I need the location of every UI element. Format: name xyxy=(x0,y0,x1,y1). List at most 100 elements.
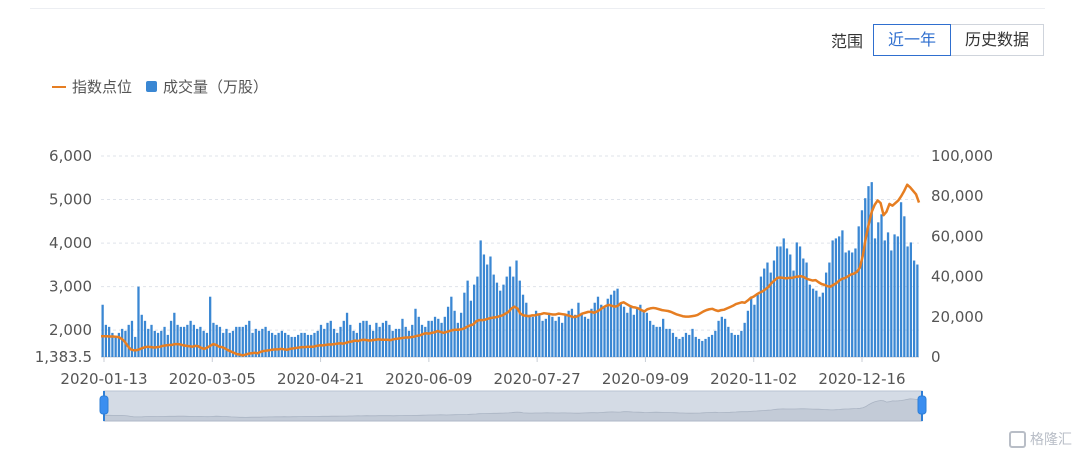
left-tick-label: 4,000 xyxy=(49,234,92,252)
volume-bar xyxy=(652,324,655,357)
legend-volume-swatch xyxy=(146,81,158,92)
volume-bar xyxy=(603,306,606,357)
volume-bar xyxy=(916,264,919,357)
volume-bar xyxy=(140,314,143,357)
volume-bar xyxy=(433,316,437,357)
volume-bar xyxy=(906,246,909,357)
right-axis: 0 20,000 40,000 60,000 80,000 100,000 xyxy=(931,147,993,366)
right-tick-label: 40,000 xyxy=(931,268,984,286)
volume-bar xyxy=(241,326,244,357)
volume-bar xyxy=(153,330,156,357)
volume-bar xyxy=(283,332,287,357)
zoom-slider[interactable] xyxy=(99,390,927,422)
volume-bar xyxy=(417,316,420,357)
volume-bar xyxy=(538,314,541,357)
volume-bar xyxy=(137,286,140,357)
volume-bar xyxy=(613,290,616,357)
volume-bar xyxy=(108,326,111,357)
volume-bar xyxy=(877,222,880,357)
volume-bar xyxy=(733,334,737,357)
volume-bar xyxy=(645,312,649,357)
volume-bar xyxy=(684,332,688,357)
volume-bar xyxy=(763,268,766,357)
volume-bar xyxy=(512,276,515,357)
volume-bar xyxy=(821,292,824,357)
volume-bar xyxy=(411,324,414,357)
volume-bar xyxy=(202,330,205,357)
volume-bar xyxy=(186,324,189,357)
volume-bar xyxy=(398,328,401,357)
volume-bar xyxy=(212,322,215,357)
volume-bar xyxy=(127,324,130,357)
volume-bar xyxy=(648,320,652,357)
volume-bar xyxy=(815,290,818,357)
volume-bar xyxy=(254,328,257,357)
volume-bar xyxy=(238,326,241,357)
volume-bar xyxy=(342,320,345,357)
chart-legend: 指数点位 成交量（万股） xyxy=(52,76,268,97)
volume-bar xyxy=(785,248,789,357)
zoom-handle xyxy=(99,395,109,415)
range-button-one-year[interactable]: 近一年 xyxy=(872,24,951,56)
legend-index-label[interactable]: 指数点位 xyxy=(72,78,133,96)
volume-bar xyxy=(798,246,802,357)
volume-bar xyxy=(453,310,456,357)
volume-bar xyxy=(873,238,877,357)
volume-bar xyxy=(173,312,176,357)
volume-bar xyxy=(675,336,678,357)
volume-bar xyxy=(841,230,844,357)
volume-bar xyxy=(225,328,228,357)
volume-bar xyxy=(899,202,903,357)
volume-bar xyxy=(828,262,831,357)
volume-bar xyxy=(547,312,551,357)
volume-bar xyxy=(199,326,202,357)
left-tick-label: 6,000 xyxy=(49,147,92,165)
index-line xyxy=(101,183,921,357)
volume-bar xyxy=(525,302,528,357)
volume-bar xyxy=(179,326,182,357)
volume-bar xyxy=(391,330,394,357)
volume-bar xyxy=(789,254,792,357)
volume-bar xyxy=(717,320,720,357)
volume-bar xyxy=(609,294,613,357)
volume-bar xyxy=(169,320,173,357)
range-button-history[interactable]: 历史数据 xyxy=(950,24,1044,56)
volume-bar xyxy=(215,324,218,357)
volume-bar xyxy=(756,294,759,357)
left-tick-label: 5,000 xyxy=(49,191,92,209)
volume-bar xyxy=(727,326,730,357)
volume-bar xyxy=(557,316,561,357)
volume-bar xyxy=(616,288,619,357)
volume-bar xyxy=(499,290,502,357)
volume-bar xyxy=(130,320,134,357)
volume-bar xyxy=(883,240,886,357)
volume-bar xyxy=(554,320,557,357)
volume-bar xyxy=(714,330,717,357)
volume-bar xyxy=(205,332,209,357)
volume-bar xyxy=(407,330,411,357)
volume-bar xyxy=(218,326,222,357)
volume-bar xyxy=(267,330,270,357)
volume-bar xyxy=(831,240,834,357)
volume-bar xyxy=(463,292,466,357)
volume-bar xyxy=(912,260,916,357)
volume-bar xyxy=(156,332,160,357)
volume-bar xyxy=(639,304,642,357)
volume-bar xyxy=(701,340,704,357)
volume-bar xyxy=(182,326,186,357)
volume-bar xyxy=(626,312,629,357)
volume-bar xyxy=(290,336,293,357)
volume-bar xyxy=(345,312,349,357)
volume-bar xyxy=(662,318,665,357)
volume-bar xyxy=(209,296,212,357)
volume-bar xyxy=(257,330,261,357)
volume-bar xyxy=(456,322,459,357)
volume-bar xyxy=(710,334,714,357)
legend-volume-label[interactable]: 成交量（万股） xyxy=(163,78,269,96)
volume-bar xyxy=(606,298,609,357)
volume-bar xyxy=(459,312,463,357)
volume-bar xyxy=(736,334,740,357)
volume-bar xyxy=(730,332,733,357)
volume-bar xyxy=(336,332,339,357)
volume-bar xyxy=(319,324,323,357)
